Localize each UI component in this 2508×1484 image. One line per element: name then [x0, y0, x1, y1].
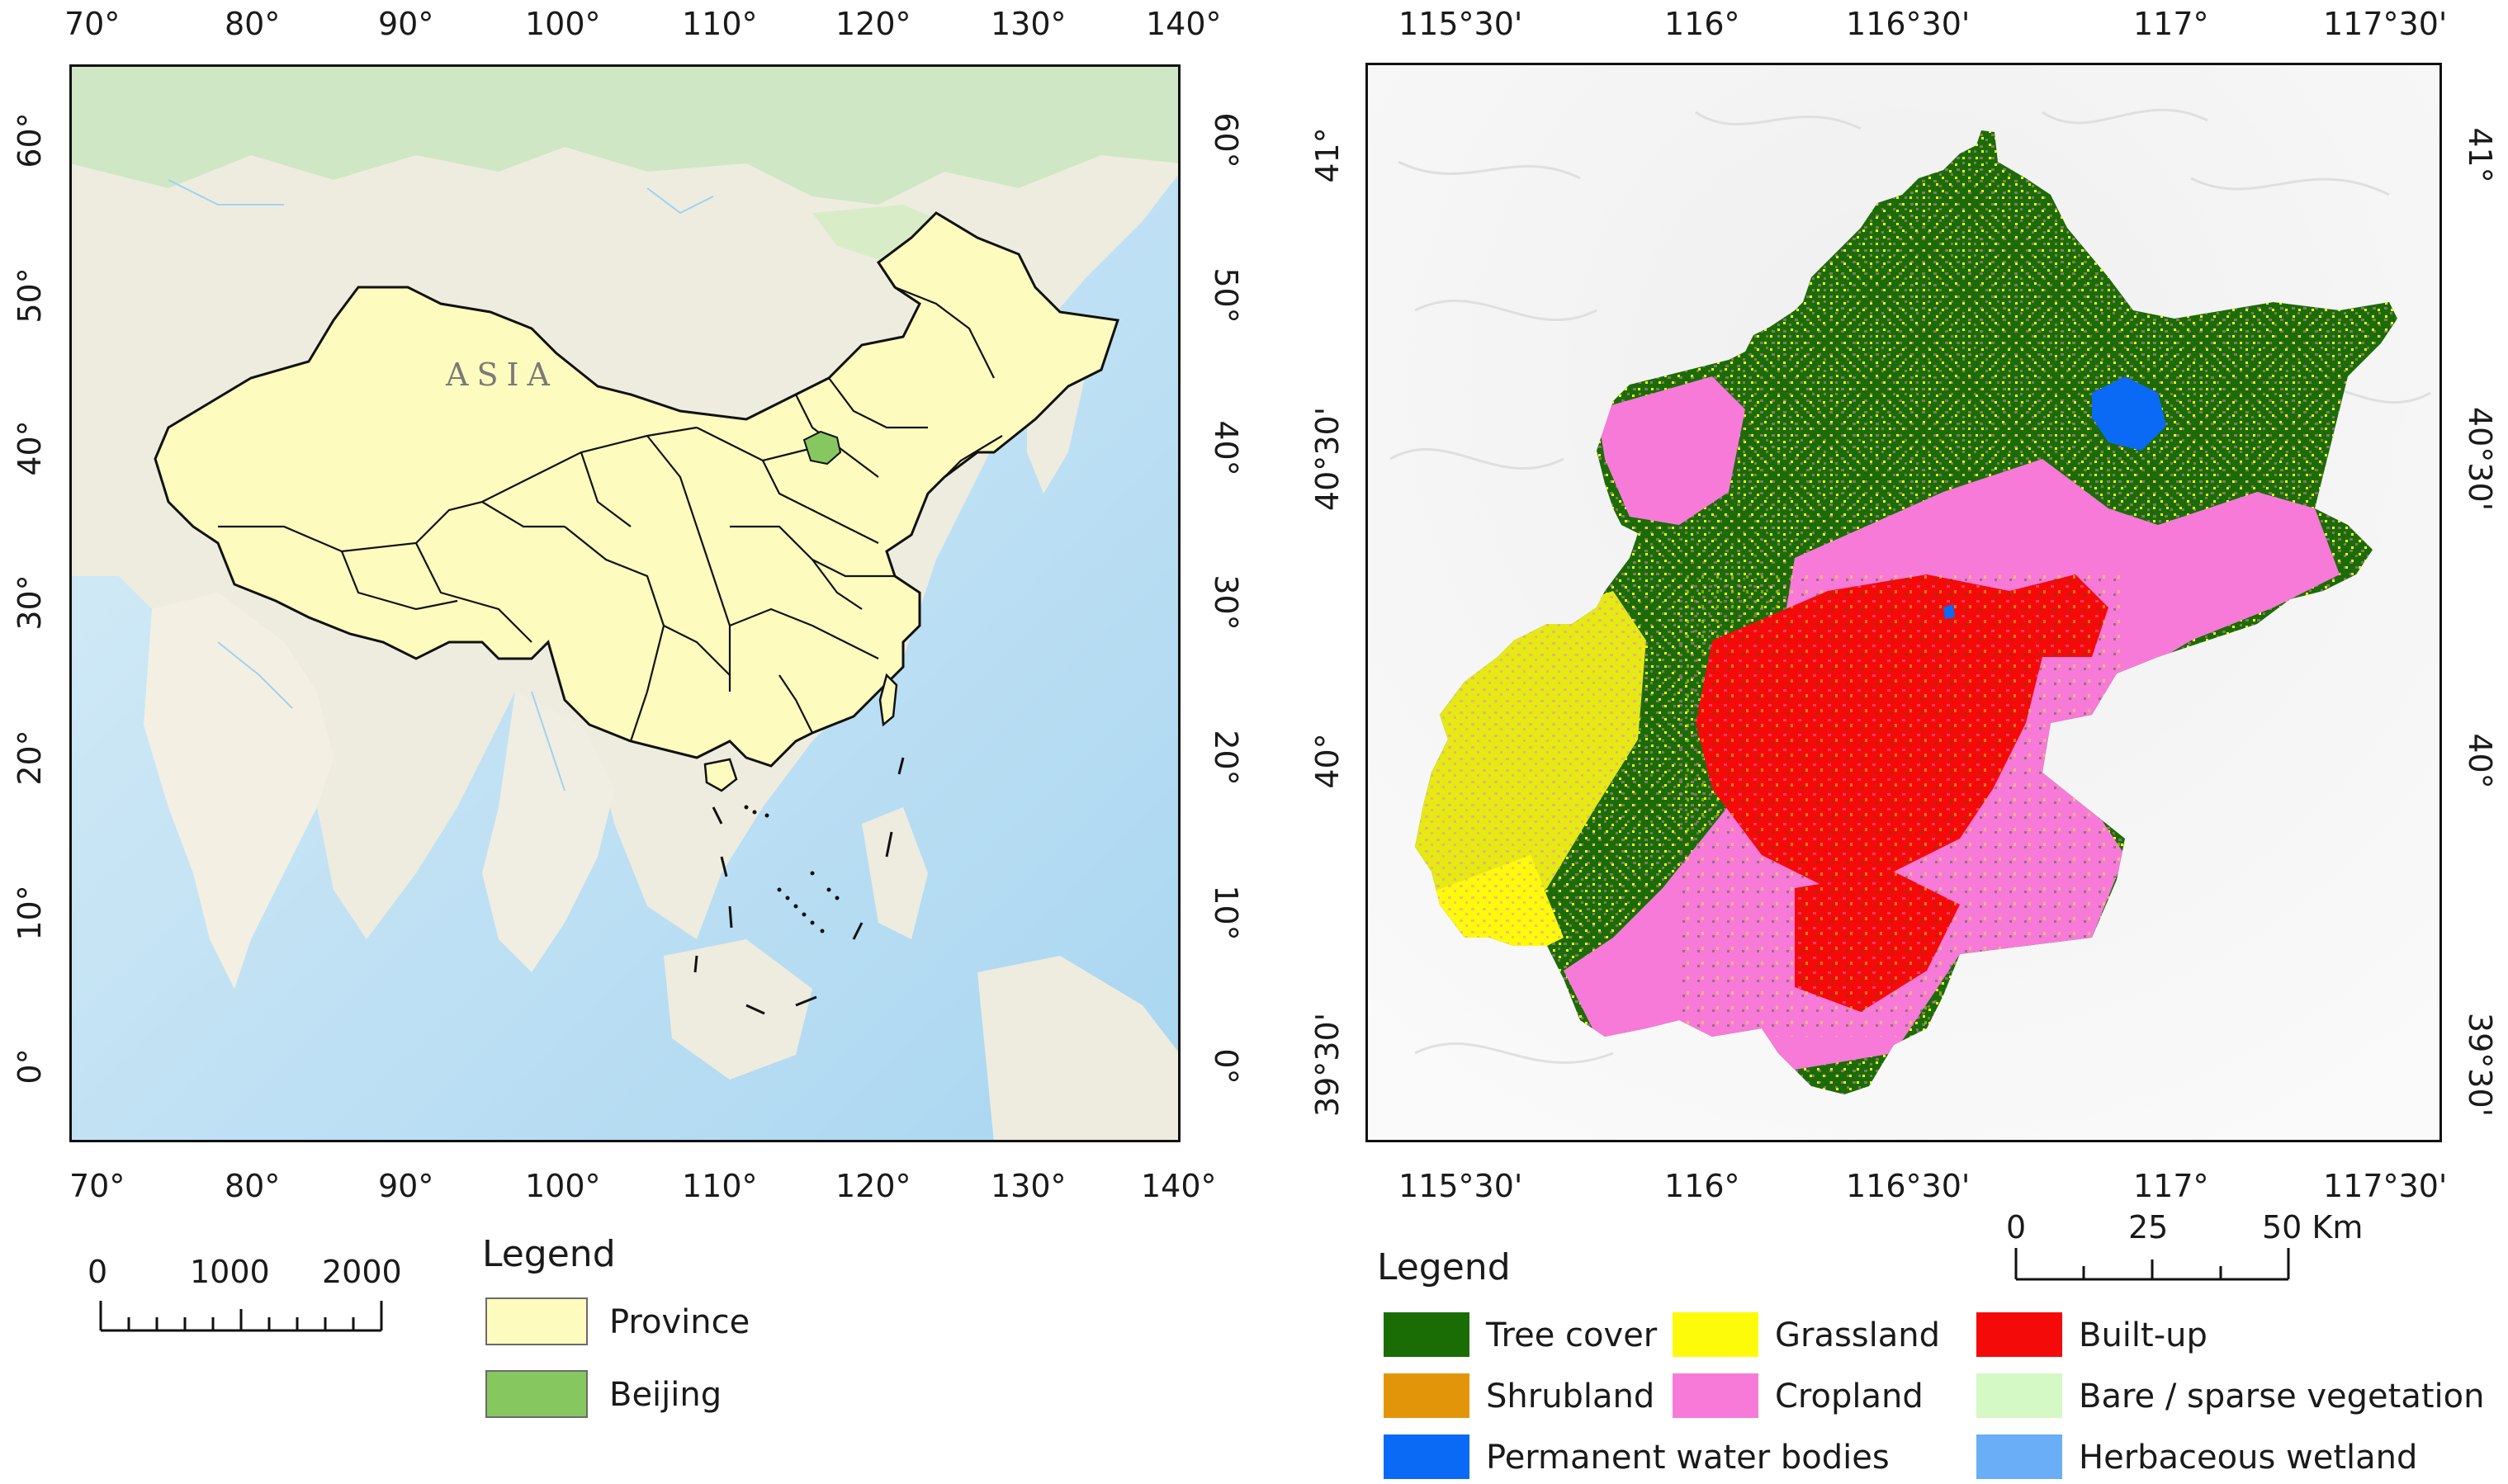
y-tick-right: 40°30'	[2462, 406, 2498, 512]
y-tick-right: 39°30'	[2462, 1012, 2498, 1118]
legend-swatch-tree-cover	[1384, 1312, 1469, 1357]
legend-swatch-cropland	[1673, 1373, 1758, 1418]
x-tick-top: 120°	[835, 6, 911, 42]
x-tick-top: 70°	[64, 6, 121, 42]
hainan-outline	[703, 758, 738, 792]
y-tick-left: 0°	[12, 1048, 48, 1085]
x-tick-bottom: 130°	[991, 1168, 1067, 1204]
legend-swatch-grassland	[1673, 1312, 1758, 1357]
scale-bar-ruler	[99, 1301, 383, 1332]
legend-label-shrubland: Shrubland	[1486, 1378, 1655, 1415]
y-tick-right: 10°	[1208, 885, 1244, 941]
y-tick-right: 60°	[1208, 112, 1244, 168]
taiwan-outline	[878, 673, 898, 727]
scale-bar-ruler	[2014, 1248, 2290, 1281]
legend-swatch-beijing	[485, 1370, 588, 1418]
x-tick-top: 117°30'	[2323, 6, 2448, 42]
x-tick-bottom: 140°	[1141, 1168, 1217, 1204]
x-tick-bottom: 110°	[682, 1168, 758, 1204]
india-landmass	[144, 593, 334, 989]
scale-label: 50 Km	[2262, 1209, 2364, 1245]
x-tick-bottom: 120°	[835, 1168, 911, 1204]
x-tick-bottom: 117°	[2133, 1168, 2209, 1204]
x-tick-top: 130°	[991, 6, 1067, 42]
x-tick-bottom: 116°30'	[1846, 1168, 1971, 1204]
legend-swatch-water	[1384, 1434, 1469, 1479]
y-tick-left: 30°	[12, 574, 48, 631]
legend-label-wetland: Herbaceous wetland	[2079, 1439, 2418, 1477]
legend-swatch-bare	[1976, 1373, 2062, 1418]
legend-label-cropland: Cropland	[1775, 1378, 1924, 1415]
y-tick-right: 20°	[1208, 730, 1244, 786]
right-map-canvas	[1365, 63, 2442, 1142]
x-tick-bottom: 80°	[225, 1168, 281, 1204]
water-body	[2092, 376, 2166, 451]
y-tick-right: 41°	[2462, 127, 2498, 183]
legend-label-tree-cover: Tree cover	[1486, 1316, 1658, 1354]
y-tick-left: 40°	[12, 420, 48, 476]
x-tick-top: 115°30'	[1398, 6, 1523, 42]
scale-label: 0	[88, 1254, 108, 1290]
x-tick-top: 80°	[225, 6, 281, 42]
scale-label: 25	[2128, 1209, 2169, 1245]
y-tick-right: 50°	[1208, 267, 1244, 324]
y-tick-left: 39°30'	[1309, 1012, 1346, 1118]
legend-swatch-shrubland	[1384, 1373, 1469, 1418]
x-tick-bottom: 70°	[69, 1168, 125, 1204]
y-tick-left: 10°	[12, 885, 48, 941]
y-tick-right: 30°	[1208, 574, 1244, 631]
legend-title: Legend	[482, 1233, 616, 1275]
y-tick-left: 40°30'	[1309, 406, 1346, 512]
legend-label-province: Province	[609, 1303, 750, 1341]
island	[862, 807, 928, 939]
beijing-highlight	[802, 430, 842, 466]
y-tick-left: 50°	[12, 267, 48, 324]
asia-label: ASIA	[446, 357, 558, 393]
y-tick-right: 40°	[1208, 420, 1244, 476]
x-tick-top: 116°	[1664, 6, 1740, 42]
legend-label-grassland: Grassland	[1775, 1316, 1940, 1354]
y-tick-left: 40°	[1309, 733, 1346, 789]
y-tick-right: 0°	[1208, 1048, 1244, 1085]
legend-label-bare: Bare / sparse vegetation	[2079, 1378, 2485, 1415]
legend-swatch-wetland	[1976, 1434, 2062, 1479]
scale-label: 0	[2006, 1209, 2027, 1245]
y-tick-left: 20°	[12, 730, 48, 786]
x-tick-top: 110°	[682, 6, 758, 42]
island	[664, 939, 812, 1080]
legend-label-beijing: Beijing	[609, 1376, 722, 1414]
island	[977, 956, 1181, 1142]
indochina-landmass	[482, 692, 614, 972]
legend-swatch-built-up	[1976, 1312, 2062, 1357]
scale-label: 2000	[322, 1254, 402, 1290]
x-tick-bottom: 90°	[378, 1168, 434, 1204]
x-tick-top: 90°	[378, 6, 434, 42]
left-map-canvas	[69, 64, 1181, 1142]
legend-label-water: Permanent water bodies	[1486, 1439, 1890, 1477]
legend-label-built-up: Built-up	[2079, 1316, 2208, 1354]
y-tick-right: 40°	[2462, 733, 2498, 789]
scale-label: 1000	[190, 1254, 270, 1290]
legend-swatch-province	[485, 1297, 588, 1345]
x-tick-bottom: 116°	[1664, 1168, 1740, 1204]
x-tick-top: 100°	[525, 6, 601, 42]
forest-area	[69, 64, 1181, 205]
x-tick-bottom: 117°30'	[2323, 1168, 2448, 1204]
x-tick-top: 117°	[2133, 6, 2209, 42]
y-tick-left: 60°	[12, 112, 48, 168]
x-tick-bottom: 115°30'	[1398, 1168, 1523, 1204]
x-tick-top: 116°30'	[1846, 6, 1971, 42]
x-tick-top: 140°	[1146, 6, 1222, 42]
x-tick-bottom: 100°	[525, 1168, 601, 1204]
legend-title: Legend	[1377, 1246, 1511, 1288]
y-tick-left: 41°	[1309, 127, 1346, 183]
